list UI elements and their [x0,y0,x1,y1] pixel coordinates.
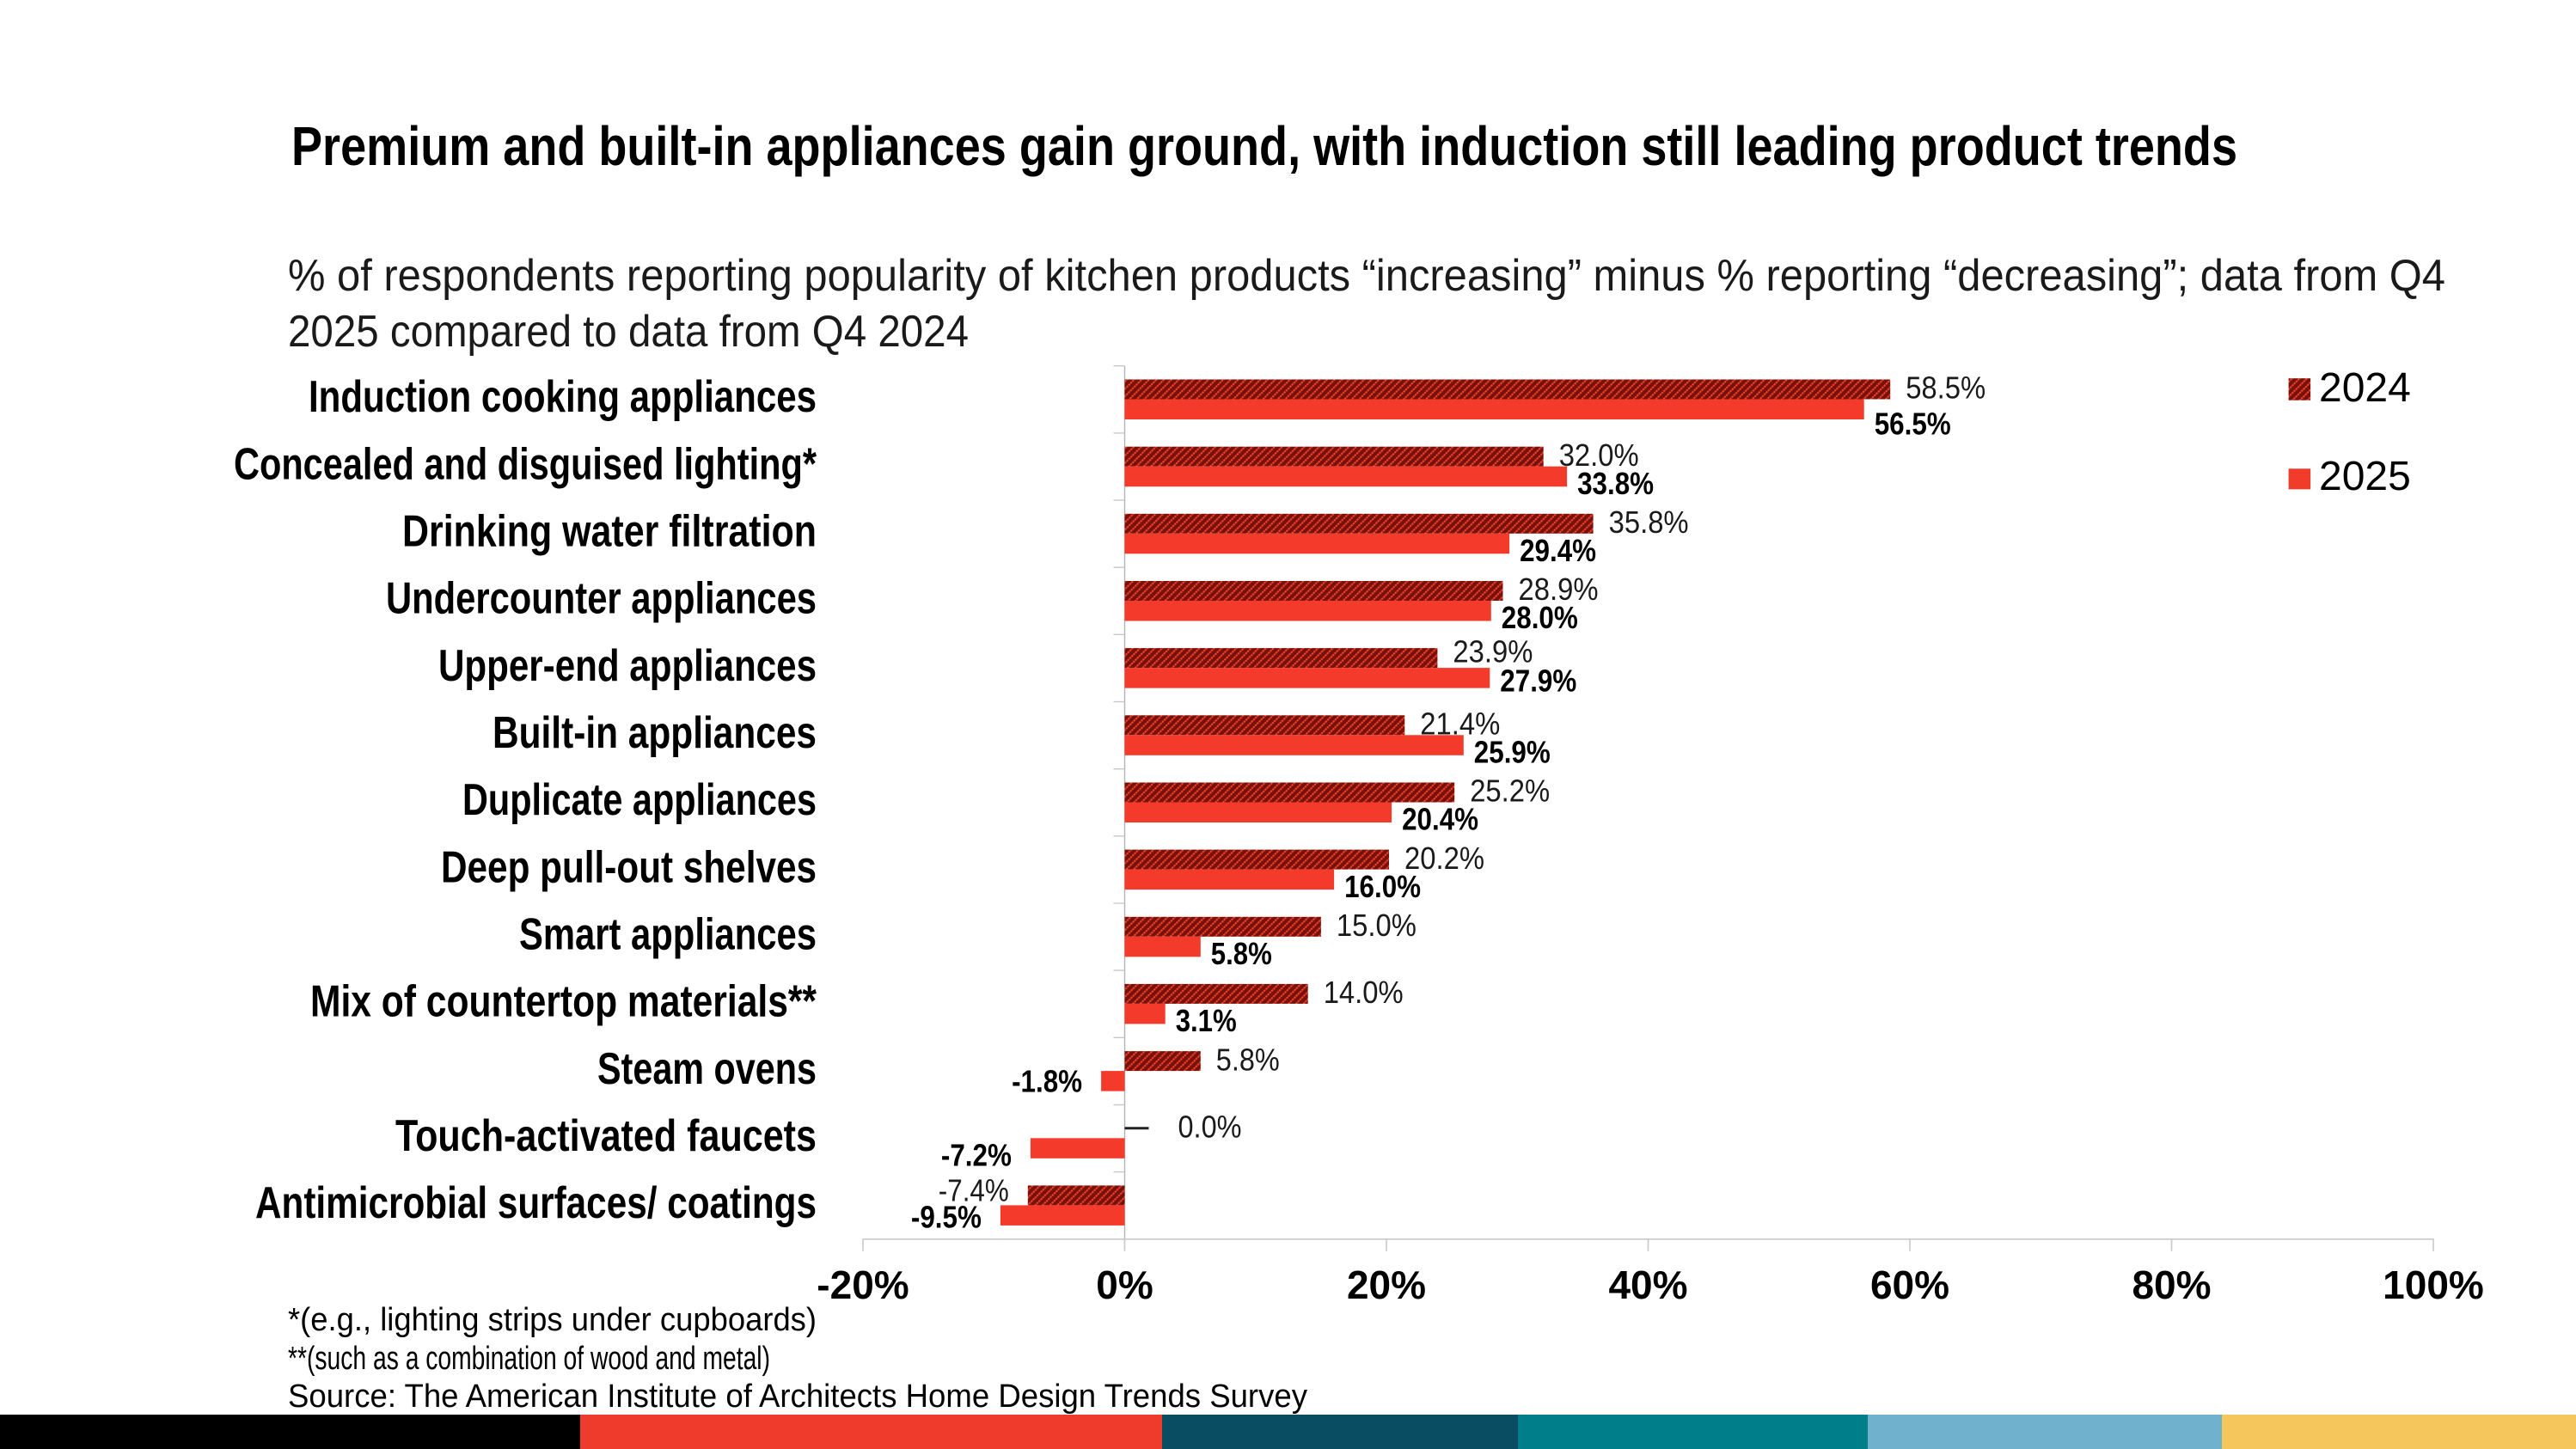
svg-text:15.0%: 15.0% [1337,908,1416,943]
svg-text:Antimicrobial surfaces/ coatin: Antimicrobial surfaces/ coatings [255,1178,817,1228]
svg-text:16.0%: 16.0% [1344,869,1421,904]
svg-text:**(such as a combination of wo: **(such as a combination of wood and met… [288,1341,770,1377]
svg-text:*(e.g., lighting strips under: *(e.g., lighting strips under cupboards) [288,1302,817,1338]
svg-text:-20%: -20% [817,1263,909,1307]
svg-text:100%: 100% [2383,1263,2484,1307]
svg-text:-1.8%: -1.8% [1012,1063,1082,1098]
svg-text:0.0%: 0.0% [1178,1110,1242,1145]
svg-text:33.8%: 33.8% [1577,466,1654,501]
svg-text:58.5%: 58.5% [1906,370,1986,406]
svg-text:5.8%: 5.8% [1216,1042,1280,1077]
svg-text:20.4%: 20.4% [1402,802,1478,837]
svg-text:28.9%: 28.9% [1519,572,1599,607]
svg-text:Premium and built-in appliance: Premium and built-in appliances gain gro… [291,115,2237,177]
svg-text:28.0%: 28.0% [1502,600,1578,635]
svg-text:20.2%: 20.2% [1404,841,1484,876]
svg-text:Steam ovens: Steam ovens [597,1044,817,1094]
svg-text:Source: The American Institute: Source: The American Institute of Archit… [288,1379,1307,1415]
svg-text:2025: 2025 [2319,454,2411,499]
svg-text:20%: 20% [1347,1263,1426,1307]
svg-text:0%: 0% [1096,1263,1153,1307]
svg-text:Built-in appliances: Built-in appliances [493,708,817,758]
svg-text:Concealed and disguised lighti: Concealed and disguised lighting* [234,439,817,489]
svg-text:-7.4%: -7.4% [939,1173,1009,1208]
svg-text:Deep pull-out shelves: Deep pull-out shelves [441,842,817,892]
svg-text:-9.5%: -9.5% [911,1200,982,1235]
svg-text:29.4%: 29.4% [1520,533,1596,568]
svg-text:Upper-end appliances: Upper-end appliances [438,641,817,691]
svg-text:27.9%: 27.9% [1500,663,1576,698]
svg-text:2024: 2024 [2319,365,2411,411]
svg-text:25.9%: 25.9% [1474,735,1551,770]
svg-text:-7.2%: -7.2% [941,1138,1012,1173]
svg-text:14.0%: 14.0% [1324,975,1404,1010]
svg-text:35.8%: 35.8% [1609,504,1689,540]
svg-text:% of respondents reporting pop: % of respondents reporting popularity of… [288,251,2445,301]
svg-text:80%: 80% [2132,1263,2211,1307]
svg-text:5.8%: 5.8% [1211,936,1272,971]
svg-text:32.0%: 32.0% [1559,437,1639,473]
svg-text:60%: 60% [1870,1263,1949,1307]
svg-text:Touch-activated faucets: Touch-activated faucets [395,1111,817,1161]
svg-text:Duplicate appliances: Duplicate appliances [462,775,817,825]
svg-text:Undercounter appliances: Undercounter appliances [386,574,817,624]
svg-text:25.2%: 25.2% [1470,773,1550,809]
svg-text:Mix of countertop materials**: Mix of countertop materials** [310,977,817,1027]
svg-text:23.9%: 23.9% [1453,633,1533,669]
svg-text:21.4%: 21.4% [1420,706,1500,742]
svg-text:3.1%: 3.1% [1176,1003,1237,1038]
svg-text:Induction cooking appliances: Induction cooking appliances [309,372,817,422]
svg-text:Smart appliances: Smart appliances [519,910,817,960]
svg-text:40%: 40% [1608,1263,1687,1307]
svg-text:56.5%: 56.5% [1875,407,1951,442]
svg-text:2025 compared to data from Q4: 2025 compared to data from Q4 2024 [288,307,969,357]
svg-text:Drinking water filtration: Drinking water filtration [402,507,817,557]
